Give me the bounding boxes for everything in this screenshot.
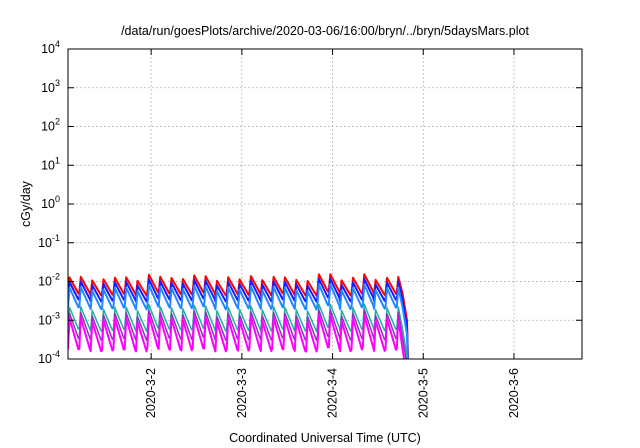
y-tick-label: 10-2 — [38, 272, 60, 289]
x-tick-label: 2020-3-3 — [235, 368, 249, 418]
x-tick-label: 2020-3-4 — [326, 368, 340, 418]
chart-title: /data/run/goesPlots/archive/2020-03-06/1… — [121, 24, 529, 38]
x-tick-label: 2020-3-5 — [416, 368, 430, 418]
y-tick-label: 103 — [41, 78, 60, 95]
series-layer — [68, 273, 409, 359]
series-line-2 — [68, 283, 409, 359]
grid-lines — [68, 49, 582, 359]
y-axis-label: cGy/day — [19, 180, 33, 227]
series-line-5 — [68, 314, 406, 359]
y-tick-label: 101 — [41, 155, 60, 172]
y-tick-label: 10-3 — [38, 310, 60, 327]
x-tick-label: 2020-3-6 — [507, 368, 521, 418]
y-tick-label: 10-1 — [38, 233, 60, 250]
y-tick-label: 102 — [41, 117, 60, 134]
axis-ticks: 10-4 10-3 10-2 10-1 100 101 102 103 104 2020-3-2 2… — [38, 39, 582, 418]
y-tick-label: 10-4 — [38, 349, 60, 366]
x-tick-label: 2020-3-2 — [144, 368, 158, 418]
y-tick-label: 100 — [41, 194, 60, 211]
x-axis-label: Coordinated Universal Time (UTC) — [229, 431, 421, 445]
y-tick-label: 104 — [41, 39, 60, 56]
